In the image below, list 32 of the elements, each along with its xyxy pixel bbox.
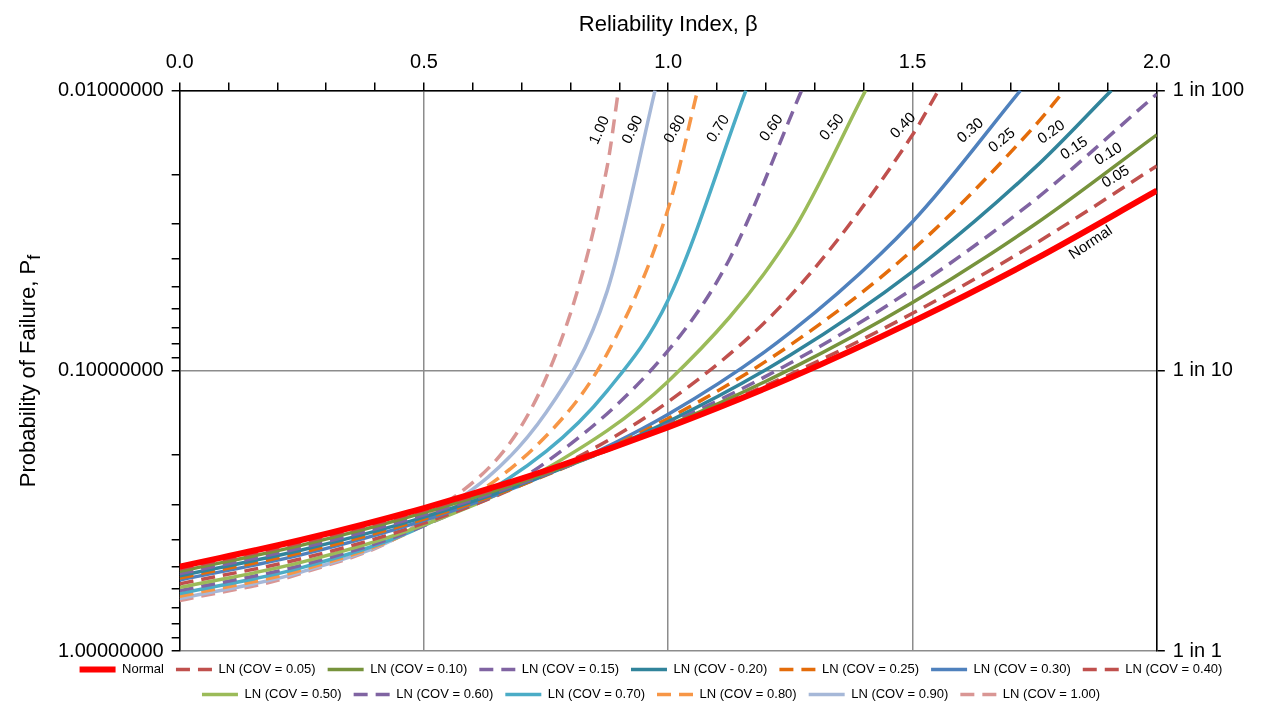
legend-label: LN (COV = 0.30)	[973, 661, 1071, 677]
legend-label: LN (COV = 0.50)	[244, 686, 342, 702]
annotation: 1.00	[584, 112, 613, 147]
x-axis-title: Reliability Index, β	[578, 11, 758, 37]
legend-label: Normal	[122, 661, 165, 677]
legend-label: LN (COV = 0.15)	[521, 661, 619, 677]
x-tick-label: 1.0	[654, 49, 683, 72]
annotation: 0.80	[659, 111, 689, 146]
annotation: 0.40	[886, 108, 919, 142]
x-tick-label: 2.0	[1142, 49, 1171, 72]
legend-label: LN (COV - 0.20)	[673, 661, 768, 677]
legend-label: LN (COV = 0.05)	[218, 661, 316, 677]
x-tick-label: 0.5	[410, 49, 438, 72]
annotation: 0.30	[952, 113, 987, 146]
legend-label: LN (COV = 1.00)	[1002, 686, 1101, 702]
x-tick-label: 1.5	[898, 49, 927, 72]
category-label: 1 in 10	[1172, 358, 1233, 381]
category-label: 1 in 1	[1172, 638, 1222, 661]
annotation: 0.90	[617, 112, 646, 147]
legend-label: LN (COV = 0.90)	[851, 686, 949, 702]
legend-label: LN (COV = 0.10)	[370, 661, 468, 677]
legend-label: LN (COV = 0.60)	[396, 686, 494, 702]
category-label: 1 in 100	[1172, 77, 1244, 100]
y-tick-label: 1.00000000	[57, 638, 164, 661]
legend-label: LN (COV = 0.70)	[547, 686, 646, 702]
legend-label: LN (COV = 0.25)	[821, 661, 920, 677]
x-tick-label: 0.0	[165, 49, 194, 72]
legend-label: LN (COV = 0.40)	[1125, 661, 1223, 677]
annotation: 0.25	[984, 123, 1018, 156]
legend-label: LN (COV = 0.80)	[699, 686, 797, 702]
y-tick-label: 0.10000000	[57, 358, 164, 381]
y-tick-label: 0.01000000	[57, 77, 164, 100]
